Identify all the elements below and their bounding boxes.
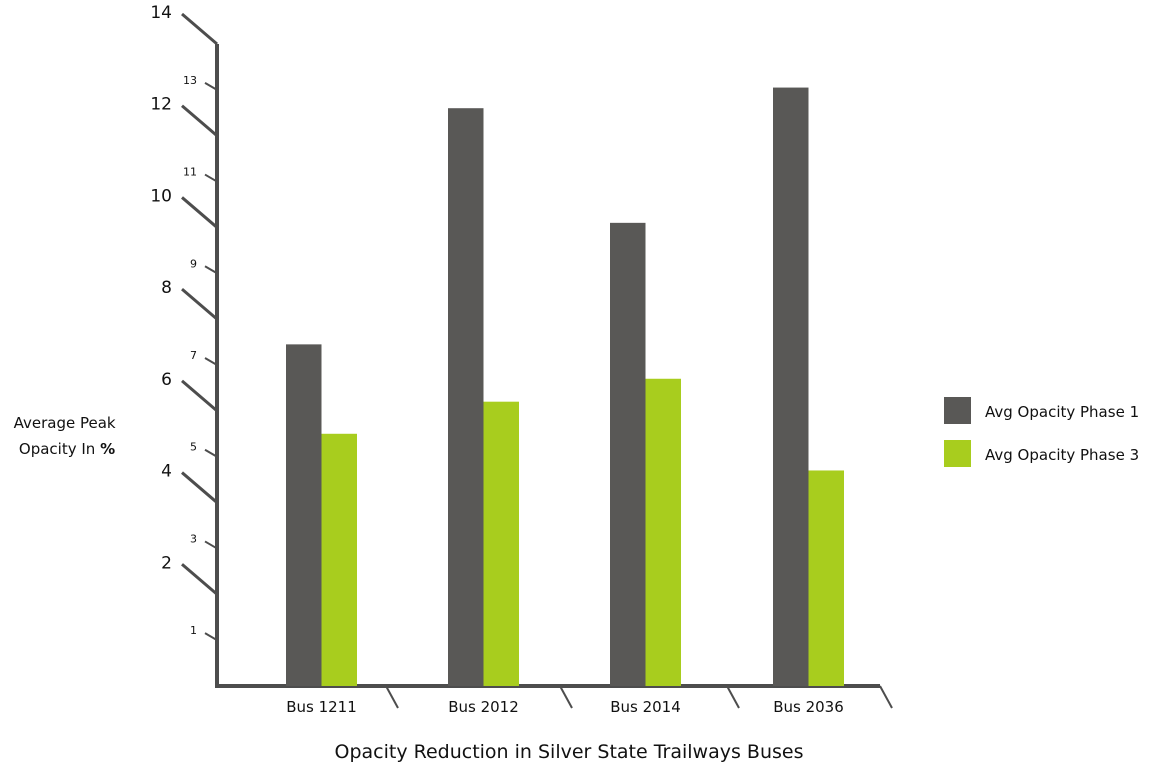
y-tick-major <box>181 12 218 46</box>
y-tick-minor <box>204 173 218 183</box>
y-tick-label: 10 <box>150 186 172 206</box>
y-tick-label-minor: 13 <box>183 74 197 87</box>
y-tick-major <box>181 104 218 137</box>
bars <box>286 87 844 687</box>
x-axis-separator <box>726 685 740 709</box>
y-tick-label: 4 <box>161 462 172 482</box>
y-tick-major <box>181 563 218 596</box>
y-tick-label-minor: 3 <box>190 532 197 545</box>
x-axis-separator <box>559 685 573 709</box>
y-tick-label-minor: 7 <box>190 349 197 362</box>
y-tick-label: 2 <box>161 553 172 573</box>
x-category-label: Bus 2036 <box>773 698 844 716</box>
y-tick-minor <box>204 265 218 275</box>
bar-bus-1211-series-2 <box>321 433 357 686</box>
x-category-label: Bus 1211 <box>286 698 357 716</box>
y-tick-minor <box>204 357 218 366</box>
legend-label-phase-1: Avg Opacity Phase 1 <box>985 403 1139 421</box>
y-tick-label-minor: 9 <box>190 257 197 270</box>
y-tick-label: 8 <box>161 278 172 298</box>
y-tick-minor <box>204 81 218 91</box>
legend-swatch-phase-3 <box>944 440 971 467</box>
bar-bus-2012-series-2 <box>483 401 519 686</box>
y-tick-major <box>181 196 218 229</box>
bar-bus-1211-series-1 <box>286 344 322 686</box>
y-tick-major <box>181 288 218 321</box>
legend-label-phase-3: Avg Opacity Phase 3 <box>985 446 1139 464</box>
y-tick-minor <box>204 540 218 550</box>
bar-bus-2014-series-1 <box>610 222 646 687</box>
y-tick-minor <box>204 448 218 458</box>
x-axis-separator <box>879 685 893 709</box>
chart-title: Opacity Reduction in Silver State Trailw… <box>335 741 804 763</box>
y-axis-label-line2: Opacity In % <box>19 440 115 458</box>
y-tick-major <box>181 379 218 412</box>
x-axis-separator <box>385 685 399 709</box>
x-category-label: Bus 2014 <box>610 698 681 716</box>
x-category-label: Bus 2012 <box>448 698 519 716</box>
y-tick-label: 12 <box>150 95 172 115</box>
y-tick-label-minor: 1 <box>190 624 197 637</box>
bar-bus-2012-series-1 <box>448 108 484 686</box>
y-tick-minor <box>204 632 218 642</box>
y-tick-label-minor: 5 <box>190 441 197 454</box>
legend: Avg Opacity Phase 1 Avg Opacity Phase 3 <box>944 397 1139 467</box>
y-tick-major <box>181 471 218 504</box>
y-tick-label: 14 <box>150 3 172 23</box>
y-tick-label: 6 <box>161 370 172 390</box>
bar-bus-2036-series-1 <box>773 87 809 687</box>
legend-swatch-phase-1 <box>944 397 971 424</box>
y-axis-label-line1: Average Peak <box>14 414 116 432</box>
y-axis-label: Average Peak Opacity In % <box>14 414 121 458</box>
bar-bus-2014-series-2 <box>645 378 681 686</box>
bar-bus-2036-series-2 <box>808 470 844 686</box>
y-axis-label-unit: % <box>100 440 115 458</box>
y-tick-label-minor: 11 <box>183 166 197 179</box>
